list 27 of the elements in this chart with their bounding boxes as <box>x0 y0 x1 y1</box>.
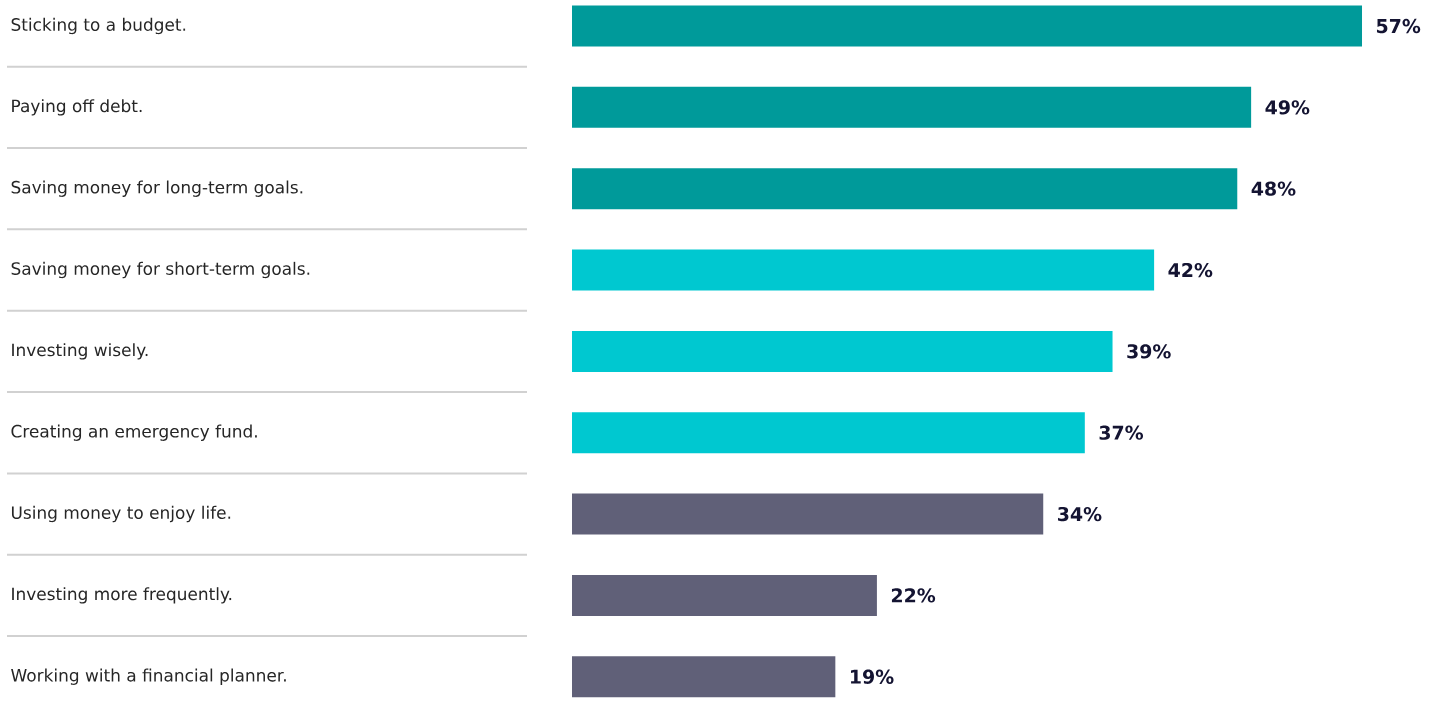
y-tick-label: Paying off debt. <box>12 99 142 116</box>
data-label: 49% <box>1265 100 1310 115</box>
bar <box>572 5 1363 47</box>
y-tick-label: Working with a financial planner. <box>11 668 286 685</box>
bar <box>572 249 1155 291</box>
y-tick-label: Investing wisely. <box>12 343 148 360</box>
bar <box>572 656 836 698</box>
data-label: 34% <box>1058 506 1102 522</box>
bar <box>572 86 1252 128</box>
y-tick-label: Saving money for short-term goals. <box>11 261 310 279</box>
data-label: 48% <box>1251 181 1296 196</box>
bar <box>572 168 1238 210</box>
bar <box>572 412 1085 454</box>
data-label: 22% <box>891 588 936 603</box>
y-tick-label: Using money to enjoy life. <box>11 505 231 523</box>
data-label: 42% <box>1168 262 1213 278</box>
bar <box>572 574 877 616</box>
y-tick-label: Saving money for long-term goals. <box>11 180 303 197</box>
bar <box>572 330 1113 372</box>
y-tick-label: Sticking to a budget. <box>11 17 186 35</box>
data-label: 37% <box>1099 425 1144 440</box>
data-label: 19% <box>851 669 894 684</box>
data-label: 57% <box>1376 18 1421 34</box>
bar <box>572 493 1044 535</box>
y-tick-label: Creating an emergency fund. <box>11 424 257 441</box>
data-label: 39% <box>1127 344 1171 359</box>
y-tick-label: Investing more frequently. <box>12 587 232 604</box>
